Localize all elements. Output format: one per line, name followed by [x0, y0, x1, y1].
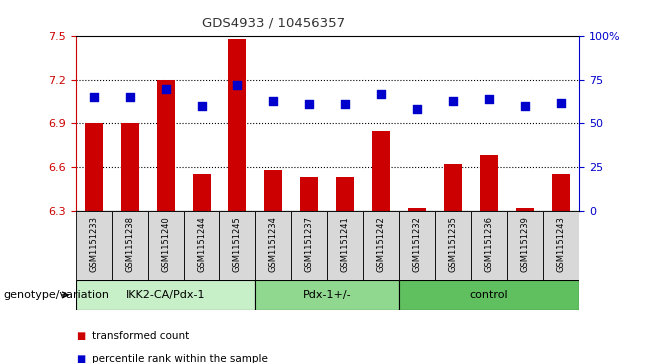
Point	[124, 94, 135, 100]
Point	[448, 98, 459, 104]
Bar	[291, 211, 327, 280]
Point	[88, 94, 99, 100]
Bar	[255, 280, 399, 310]
Text: GSM1151238: GSM1151238	[125, 216, 134, 272]
Bar	[184, 211, 220, 280]
Bar	[120, 123, 139, 211]
Bar	[301, 177, 318, 211]
Text: GSM1151232: GSM1151232	[413, 216, 422, 272]
Text: percentile rank within the sample: percentile rank within the sample	[92, 354, 268, 363]
Point	[161, 86, 171, 91]
Text: control: control	[470, 290, 509, 300]
Point	[520, 103, 530, 109]
Text: GDS4933 / 10456357: GDS4933 / 10456357	[201, 16, 345, 29]
Text: IKK2-CA/Pdx-1: IKK2-CA/Pdx-1	[126, 290, 205, 300]
Bar	[399, 211, 435, 280]
Bar	[543, 211, 579, 280]
Bar	[372, 131, 390, 211]
Point	[412, 107, 422, 113]
Bar	[327, 211, 363, 280]
Text: GSM1151241: GSM1151241	[341, 216, 350, 272]
Bar	[471, 211, 507, 280]
Bar	[408, 208, 426, 211]
Text: GSM1151239: GSM1151239	[520, 216, 530, 272]
Point	[304, 101, 315, 107]
Text: ■: ■	[76, 354, 85, 363]
Bar	[255, 211, 291, 280]
Point	[556, 99, 567, 105]
Point	[232, 82, 243, 88]
Text: GSM1151243: GSM1151243	[557, 216, 566, 272]
Text: GSM1151240: GSM1151240	[161, 216, 170, 272]
Text: GSM1151236: GSM1151236	[485, 216, 494, 272]
Text: GSM1151245: GSM1151245	[233, 216, 242, 272]
Bar	[220, 211, 255, 280]
Point	[268, 98, 279, 104]
Bar	[76, 211, 112, 280]
Bar	[112, 211, 147, 280]
Bar	[76, 280, 255, 310]
Text: genotype/variation: genotype/variation	[3, 290, 109, 300]
Text: GSM1151235: GSM1151235	[449, 216, 458, 272]
Bar	[228, 39, 247, 211]
Text: transformed count: transformed count	[92, 331, 190, 341]
Text: ■: ■	[76, 331, 85, 341]
Point	[376, 91, 386, 97]
Point	[340, 101, 351, 107]
Text: GSM1151234: GSM1151234	[269, 216, 278, 272]
Bar	[85, 123, 103, 211]
Bar	[363, 211, 399, 280]
Bar	[157, 80, 174, 211]
Bar	[193, 174, 211, 211]
Bar	[336, 177, 354, 211]
Text: Pdx-1+/-: Pdx-1+/-	[303, 290, 351, 300]
Bar	[265, 170, 282, 211]
Bar	[444, 164, 462, 211]
Bar	[435, 211, 471, 280]
Bar	[507, 211, 543, 280]
Text: GSM1151244: GSM1151244	[197, 216, 206, 272]
Text: GSM1151242: GSM1151242	[377, 216, 386, 272]
Point	[484, 96, 494, 102]
Bar	[516, 208, 534, 211]
Text: GSM1151237: GSM1151237	[305, 216, 314, 272]
Bar	[147, 211, 184, 280]
Bar	[480, 155, 498, 211]
Point	[196, 103, 207, 109]
Bar	[399, 280, 579, 310]
Bar	[552, 174, 570, 211]
Text: GSM1151233: GSM1151233	[89, 216, 98, 272]
